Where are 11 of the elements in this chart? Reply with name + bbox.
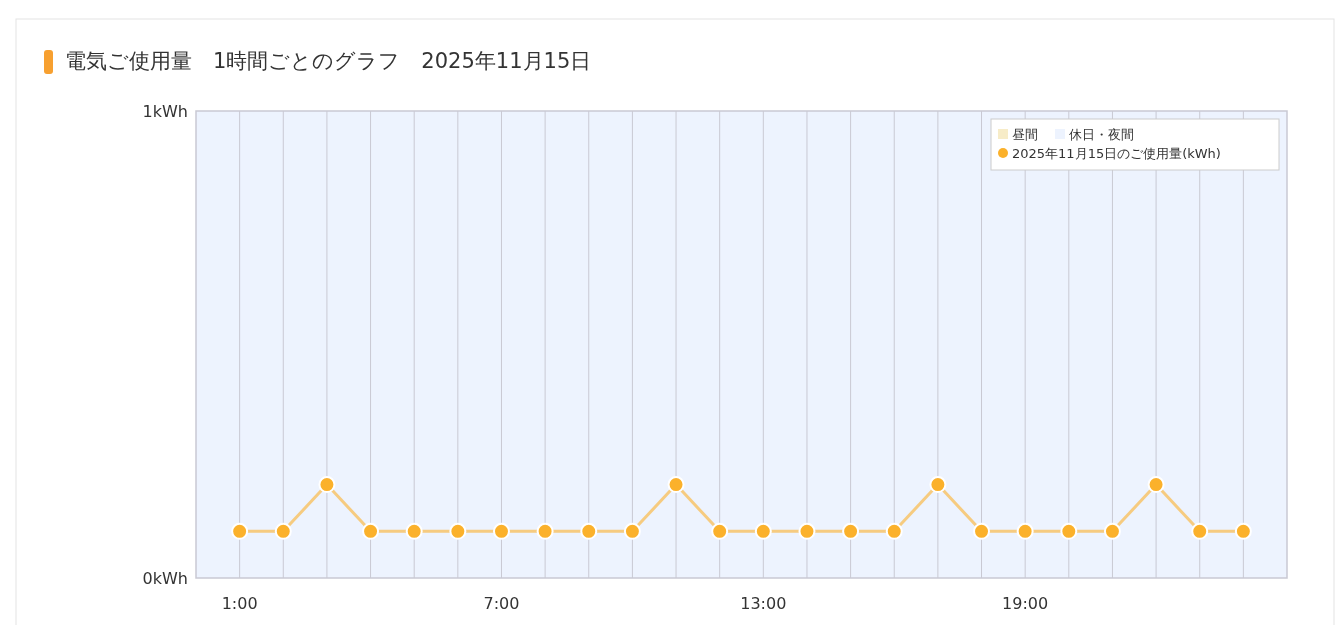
- chart-title: 電気ご使用量 1時間ごとのグラフ 2025年11月15日: [65, 49, 592, 73]
- band-label: 休日・夜間: [1069, 127, 1134, 142]
- legend-label: 2025年11月15日のご使用量(kWh): [1012, 146, 1221, 161]
- x-tick-label: 1:00: [221, 594, 258, 613]
- y-tick-label: 0kWh: [142, 569, 188, 588]
- annotation: 昼間: [1012, 127, 1038, 142]
- x-tick-label: 7:00: [483, 594, 520, 613]
- x-tick-label: 19:00: [1002, 594, 1049, 613]
- legend: 昼間 休日・夜間 2025年11月15日のご使用量(kWh): [990, 118, 1280, 171]
- x-tick-label: 13:00: [740, 594, 787, 613]
- y-tick-label: 1kWh: [142, 102, 188, 121]
